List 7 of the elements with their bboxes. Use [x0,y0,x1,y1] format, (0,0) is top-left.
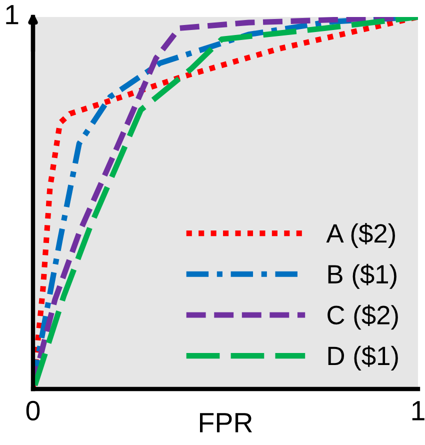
x-axis-title: FPR [200,413,252,432]
legend-label: B ($1) [328,264,396,289]
x-tick-label: 0 [26,400,40,421]
legend-label: A ($2) [326,223,395,248]
legend-label: D ($1) [328,346,398,371]
text: 1 [6,5,18,24]
legend-label: C ($2) [328,304,398,330]
